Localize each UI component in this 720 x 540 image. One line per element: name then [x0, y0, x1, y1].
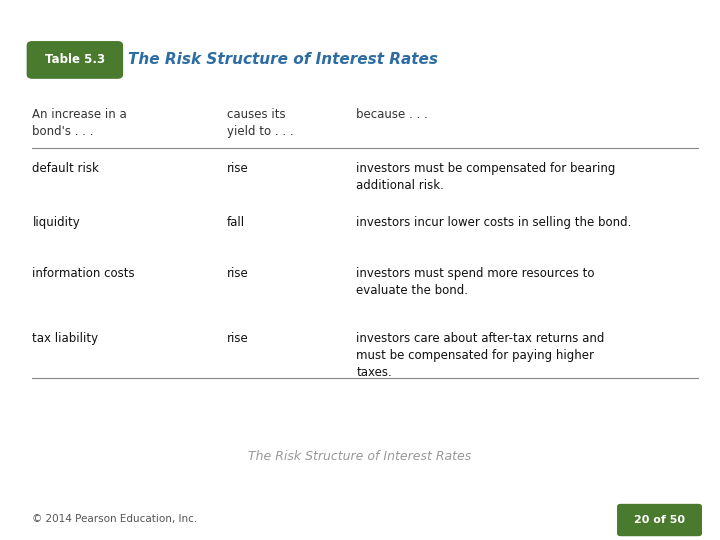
- Text: rise: rise: [227, 332, 248, 345]
- Text: investors incur lower costs in selling the bond.: investors incur lower costs in selling t…: [356, 216, 631, 229]
- Text: The Risk Structure of Interest Rates: The Risk Structure of Interest Rates: [128, 52, 438, 68]
- Text: because . . .: because . . .: [356, 108, 428, 121]
- Text: tax liability: tax liability: [32, 332, 99, 345]
- Text: The Risk Structure of Interest Rates: The Risk Structure of Interest Rates: [248, 450, 472, 463]
- Text: information costs: information costs: [32, 267, 135, 280]
- FancyBboxPatch shape: [617, 504, 702, 536]
- Text: default risk: default risk: [32, 162, 99, 175]
- Text: liquidity: liquidity: [32, 216, 80, 229]
- Text: investors must be compensated for bearing
additional risk.: investors must be compensated for bearin…: [356, 162, 616, 192]
- Text: Table 5.3: Table 5.3: [45, 53, 105, 66]
- Text: fall: fall: [227, 216, 245, 229]
- Text: rise: rise: [227, 267, 248, 280]
- Text: An increase in a
bond's . . .: An increase in a bond's . . .: [32, 108, 127, 138]
- Text: investors care about after-tax returns and
must be compensated for paying higher: investors care about after-tax returns a…: [356, 332, 605, 379]
- Text: rise: rise: [227, 162, 248, 175]
- Text: © 2014 Pearson Education, Inc.: © 2014 Pearson Education, Inc.: [32, 515, 198, 524]
- FancyBboxPatch shape: [27, 41, 123, 79]
- Text: investors must spend more resources to
evaluate the bond.: investors must spend more resources to e…: [356, 267, 595, 298]
- Text: causes its
yield to . . .: causes its yield to . . .: [227, 108, 294, 138]
- Text: 20 of 50: 20 of 50: [634, 515, 685, 525]
